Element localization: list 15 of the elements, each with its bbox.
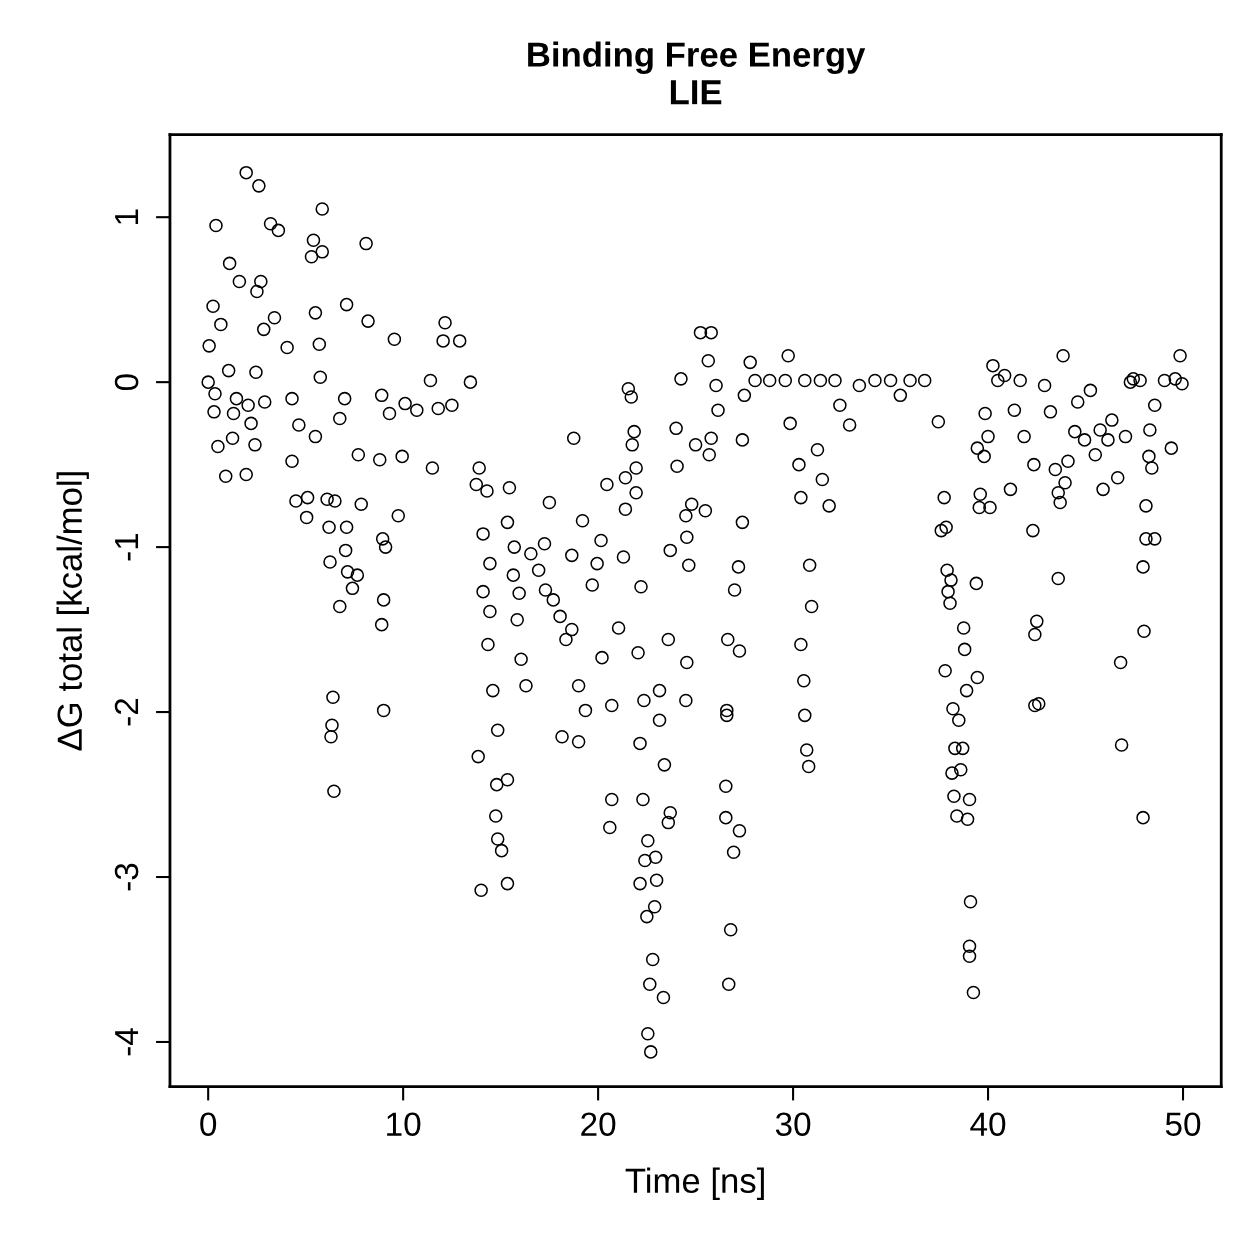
y-axis-title: ΔG total [kcal/mol] <box>56 472 89 751</box>
x-tick-label: 30 <box>775 1112 811 1136</box>
x-tick-label: 0 <box>200 1112 217 1136</box>
y-tick-label: -1 <box>115 533 139 561</box>
y-tick-label: -2 <box>114 698 139 726</box>
y-tick-label: -3 <box>114 863 139 891</box>
x-tick-label: 40 <box>970 1112 1006 1136</box>
x-axis-title: Time [ns] <box>625 1167 764 1200</box>
y-tick-label: 0 <box>114 374 139 391</box>
x-tick-label: 20 <box>581 1112 616 1136</box>
x-tick-label: 10 <box>387 1112 421 1136</box>
x-tick-label: 50 <box>1165 1112 1201 1136</box>
y-tick-label: 1 <box>115 209 139 224</box>
chart-title: Binding Free Energy LIE <box>528 41 866 105</box>
y-tick-label: -4 <box>115 1028 139 1056</box>
